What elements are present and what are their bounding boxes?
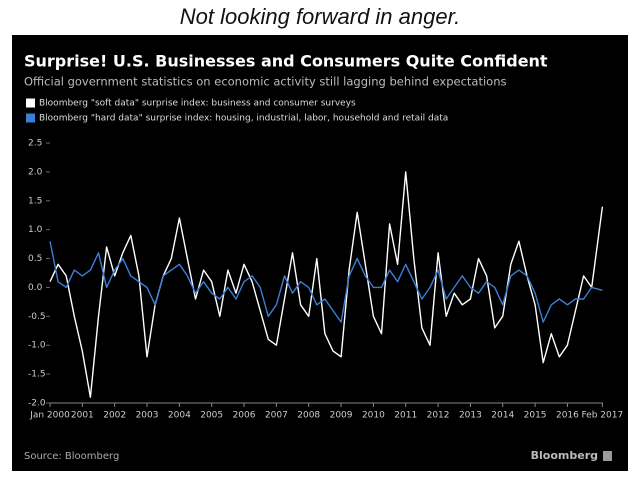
- legend-label: Bloomberg "soft data" surprise index: bu…: [39, 99, 356, 109]
- x-tick-label: 2012: [427, 411, 450, 421]
- brand: Bloomberg: [531, 449, 598, 462]
- x-tick-label: 2010: [362, 411, 385, 421]
- x-tick-label: 2005: [200, 411, 223, 421]
- source: Source: Bloomberg: [24, 451, 119, 462]
- legend-label: Bloomberg "hard data" surprise index: ho…: [39, 114, 448, 124]
- x-tick-label: 2004: [168, 411, 191, 421]
- y-tick-label: 2.5: [28, 139, 42, 149]
- x-tick-label: 2007: [265, 411, 288, 421]
- x-tick-label: 2011: [394, 411, 417, 421]
- series-line: [49, 241, 603, 323]
- x-tick-label: 2006: [233, 411, 256, 421]
- y-tick-label: 1.0: [28, 225, 43, 235]
- x-tick-label: 2003: [136, 411, 159, 421]
- brand-icon: [603, 451, 612, 461]
- legend-swatch: [26, 98, 35, 108]
- x-tick-label: 2001: [71, 411, 94, 421]
- y-tick-label: 0.5: [28, 254, 42, 264]
- caption: Not looking forward in anger.: [180, 4, 460, 29]
- x-tick-label: Jan 2000: [29, 411, 70, 421]
- x-tick-label: Feb 2017: [582, 411, 624, 421]
- chart-subtitle: Official government statistics on econom…: [24, 75, 507, 89]
- y-tick-label: -2.0: [28, 399, 46, 409]
- legend-swatch: [26, 113, 35, 123]
- x-tick-label: 2015: [524, 411, 547, 421]
- x-tick-label: 2013: [459, 411, 482, 421]
- x-tick-label: 2014: [491, 411, 514, 421]
- y-tick-label: 2.0: [28, 167, 43, 177]
- y-tick-label: 0.0: [28, 283, 43, 293]
- y-tick-label: -1.5: [28, 370, 46, 380]
- x-tick-label: 2002: [103, 411, 126, 421]
- x-tick-label: 2016: [556, 411, 579, 421]
- y-tick-label: -0.5: [28, 312, 46, 322]
- x-tick-label: 2008: [297, 411, 320, 421]
- y-tick-label: 1.5: [28, 196, 42, 206]
- chart-title: Surprise! U.S. Businesses and Consumers …: [24, 52, 548, 71]
- panel: [12, 35, 628, 471]
- series-line: [49, 171, 604, 398]
- y-tick-label: -1.0: [28, 341, 46, 351]
- x-tick-label: 2009: [330, 411, 353, 421]
